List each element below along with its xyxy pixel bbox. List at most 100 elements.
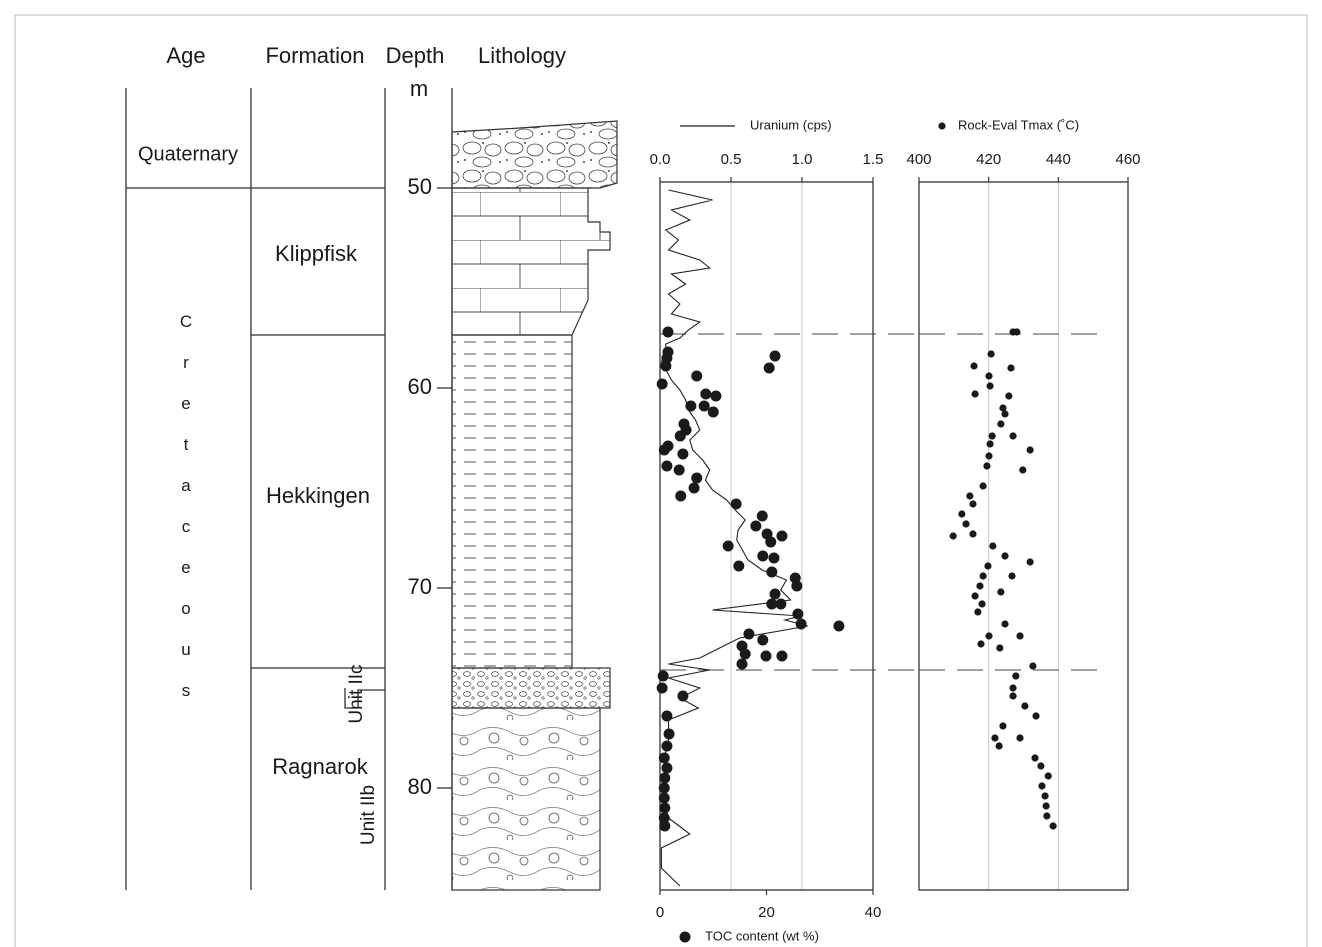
data-point xyxy=(986,440,994,448)
data-point xyxy=(675,490,687,502)
data-point xyxy=(688,482,700,494)
data-point xyxy=(656,682,668,694)
data-point xyxy=(661,460,673,472)
data-point xyxy=(983,462,991,470)
data-point xyxy=(1001,410,1009,418)
data-point xyxy=(736,658,748,670)
formation-label: Klippfisk xyxy=(275,241,358,266)
data-point xyxy=(1026,558,1034,566)
unit-label: Unit IIb xyxy=(358,785,379,845)
data-point xyxy=(760,650,772,662)
data-point xyxy=(795,618,807,630)
data-point xyxy=(658,792,670,804)
data-point xyxy=(971,592,979,600)
data-point xyxy=(970,362,978,370)
data-point xyxy=(979,482,987,490)
data-point xyxy=(1037,762,1045,770)
data-point xyxy=(677,690,689,702)
data-point xyxy=(1009,684,1017,692)
data-point xyxy=(769,588,781,600)
data-point xyxy=(775,598,787,610)
x-tick-label: 0.5 xyxy=(721,151,742,168)
data-point xyxy=(673,464,685,476)
age-label: Cretaceous xyxy=(177,312,196,722)
data-point xyxy=(1001,620,1009,628)
x-tick-label: 440 xyxy=(1046,151,1071,168)
data-point xyxy=(999,404,1007,412)
data-point xyxy=(1007,364,1015,372)
x-tick-label: 0.0 xyxy=(650,151,671,168)
data-point xyxy=(661,710,673,722)
data-point xyxy=(659,772,671,784)
data-point xyxy=(1029,662,1037,670)
data-point xyxy=(661,352,673,364)
data-point xyxy=(995,742,1003,750)
plot-frame xyxy=(918,181,1129,891)
data-point xyxy=(999,722,1007,730)
depth-tick-label: 70 xyxy=(408,574,432,599)
data-point xyxy=(657,670,669,682)
data-point xyxy=(658,812,670,824)
data-point xyxy=(710,390,722,402)
data-point xyxy=(1032,712,1040,720)
legend-swatch xyxy=(938,122,946,130)
x-tick-label: 460 xyxy=(1115,151,1140,168)
data-point xyxy=(966,492,974,500)
data-point xyxy=(997,420,1005,428)
data-point xyxy=(1009,692,1017,700)
legend-label: TOC content (wt %) xyxy=(705,928,819,943)
data-point xyxy=(1005,392,1013,400)
data-point xyxy=(1016,632,1024,640)
data-point xyxy=(691,472,703,484)
figure-frame xyxy=(14,14,1308,947)
depth-tick-label: 60 xyxy=(408,374,432,399)
data-point xyxy=(991,734,999,742)
data-point xyxy=(739,648,751,660)
data-point xyxy=(1038,782,1046,790)
data-point xyxy=(756,510,768,522)
data-point xyxy=(685,400,697,412)
data-point xyxy=(730,498,742,510)
data-point xyxy=(658,444,670,456)
data-point xyxy=(962,520,970,528)
data-point xyxy=(1043,812,1051,820)
data-point xyxy=(1012,672,1020,680)
data-point xyxy=(757,550,769,562)
data-point xyxy=(658,782,670,794)
data-point xyxy=(1016,734,1024,742)
unit-label: Unit IIc xyxy=(346,664,367,723)
data-point xyxy=(1019,466,1027,474)
data-point xyxy=(1031,754,1039,762)
data-point xyxy=(658,752,670,764)
lithology-shale xyxy=(451,334,573,669)
lithology-sandstone xyxy=(451,707,601,891)
data-point xyxy=(996,644,1004,652)
data-point xyxy=(722,540,734,552)
data-point xyxy=(833,620,845,632)
data-point xyxy=(691,370,703,382)
data-point xyxy=(977,640,985,648)
data-point xyxy=(733,560,745,572)
x-tick-label: 1.0 xyxy=(792,151,813,168)
depth-unit: m xyxy=(410,76,428,101)
data-point xyxy=(763,362,775,374)
x-tick-label: 1.5 xyxy=(863,151,884,168)
x-tick-label: 420 xyxy=(976,151,1001,168)
data-point xyxy=(661,740,673,752)
data-point xyxy=(663,728,675,740)
data-point xyxy=(989,542,997,550)
data-point xyxy=(661,762,673,774)
data-point xyxy=(969,500,977,508)
column-header: Depth xyxy=(386,43,445,68)
data-point xyxy=(750,520,762,532)
data-point xyxy=(971,390,979,398)
data-point xyxy=(997,588,1005,596)
data-point xyxy=(768,552,780,564)
data-point xyxy=(776,650,788,662)
data-point xyxy=(700,388,712,400)
data-point xyxy=(674,430,686,442)
depth-tick-label: 80 xyxy=(408,774,432,799)
data-point xyxy=(1013,328,1021,336)
data-point xyxy=(986,382,994,390)
